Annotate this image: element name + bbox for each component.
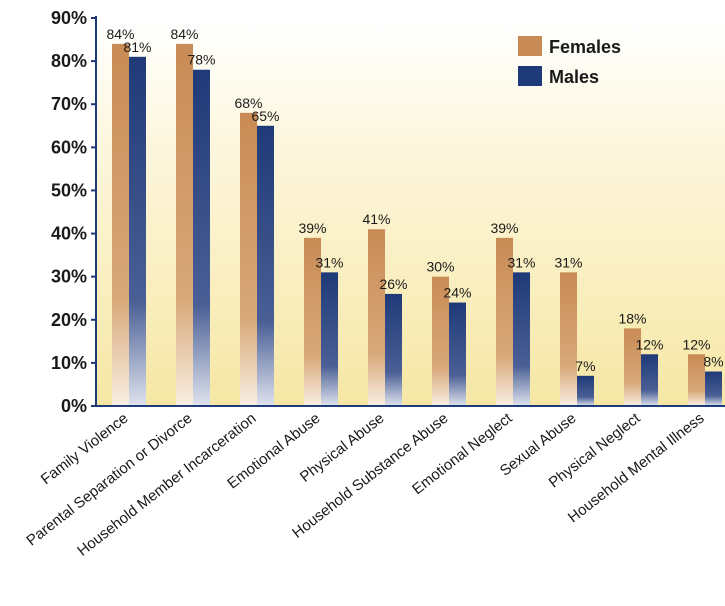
bar-males-6	[513, 272, 530, 406]
y-tick-label-1: 10%	[51, 353, 87, 373]
y-tick-label-3: 30%	[51, 267, 87, 287]
legend-label-males: Males	[549, 67, 599, 87]
legend-swatch-females	[518, 36, 542, 56]
bar-males-4	[385, 293, 402, 406]
data-label-males-3: 31%	[315, 254, 343, 270]
y-tick-label-7: 70%	[51, 94, 87, 114]
bar-females-7	[560, 272, 577, 406]
bar-females-3	[304, 237, 321, 406]
bar-females-8	[624, 328, 641, 406]
data-label-males-9: 8%	[703, 354, 723, 370]
bar-males-8	[641, 354, 658, 406]
bar-females-2	[240, 112, 257, 406]
y-tick-label-5: 50%	[51, 180, 87, 200]
y-tick-label-8: 80%	[51, 51, 87, 71]
bar-females-9	[688, 354, 705, 406]
data-labels-layer: 84%81%84%78%68%65%39%31%41%26%30%24%39%3…	[106, 26, 723, 374]
data-label-females-0: 84%	[106, 26, 134, 42]
data-label-males-6: 31%	[507, 254, 535, 270]
data-label-females-2: 68%	[234, 95, 262, 111]
bar-females-6	[496, 237, 513, 406]
legend-swatch-males	[518, 66, 542, 86]
bar-males-9	[705, 371, 722, 406]
data-label-males-2: 65%	[251, 108, 279, 124]
bar-females-5	[432, 276, 449, 406]
y-tick-label-4: 40%	[51, 224, 87, 244]
data-label-females-4: 41%	[362, 211, 390, 227]
y-tick-label-0: 0%	[61, 396, 87, 416]
data-label-males-5: 24%	[443, 285, 471, 301]
bar-males-2	[257, 125, 274, 407]
bar-males-5	[449, 302, 466, 406]
data-label-males-0: 81%	[123, 39, 151, 55]
bar-males-0	[129, 56, 146, 407]
data-label-males-1: 78%	[187, 52, 215, 68]
data-label-males-8: 12%	[635, 336, 663, 352]
bar-females-1	[176, 43, 193, 406]
y-axis: 0% 10% 20% 30% 40% 50% 60% 70% 80% 90%	[51, 8, 97, 416]
data-label-females-6: 39%	[490, 220, 518, 236]
data-label-females-1: 84%	[170, 26, 198, 42]
data-label-females-9: 12%	[682, 336, 710, 352]
legend-label-females: Females	[549, 37, 621, 57]
data-label-males-4: 26%	[379, 276, 407, 292]
y-tick-label-9: 90%	[51, 8, 87, 28]
bar-males-1	[193, 69, 210, 406]
data-label-females-8: 18%	[618, 310, 646, 326]
data-label-females-5: 30%	[426, 259, 454, 275]
data-label-females-3: 39%	[298, 220, 326, 236]
data-label-males-7: 7%	[575, 358, 595, 374]
bar-males-7	[577, 375, 594, 406]
bar-females-0	[112, 43, 129, 406]
legend: Females Males	[518, 36, 621, 87]
bar-males-3	[321, 272, 338, 406]
bar-females-4	[368, 229, 385, 406]
data-label-females-7: 31%	[554, 254, 582, 270]
y-tick-label-6: 60%	[51, 137, 87, 157]
y-tick-label-2: 20%	[51, 310, 87, 330]
bars-layer	[112, 43, 722, 407]
